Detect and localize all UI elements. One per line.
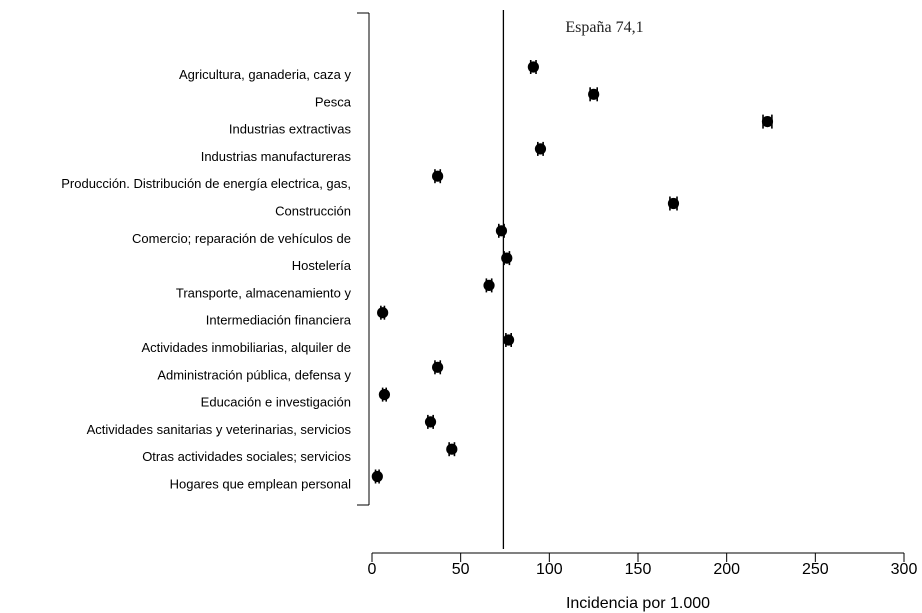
point-marker bbox=[378, 389, 391, 401]
category-label: Agricultura, ganaderia, caza y bbox=[179, 67, 351, 82]
point-marker bbox=[534, 143, 547, 155]
point-marker bbox=[667, 197, 680, 210]
point-marker bbox=[761, 116, 774, 128]
point-marker bbox=[527, 61, 539, 73]
point-marker bbox=[432, 170, 444, 182]
data-point bbox=[527, 60, 539, 74]
data-point bbox=[502, 333, 515, 347]
category-label: Construcción bbox=[275, 204, 351, 219]
x-tick-label: 250 bbox=[802, 561, 829, 578]
data-point bbox=[483, 278, 495, 293]
x-axis-title: Incidencia por 1.000 bbox=[566, 595, 710, 612]
point-marker bbox=[495, 225, 508, 237]
point-marker bbox=[424, 416, 437, 428]
category-label: Administración pública, defensa y bbox=[157, 367, 351, 382]
category-label: Industrias extractivas bbox=[229, 122, 352, 137]
x-tick-label: 0 bbox=[368, 561, 377, 578]
x-axis: 0 50 100 150 200 250 300 bbox=[368, 552, 918, 578]
category-label: Actividades sanitarias y veterinarias, s… bbox=[87, 422, 352, 437]
category-label: Producción. Distribución de energía elec… bbox=[61, 176, 351, 191]
category-label: Hostelería bbox=[292, 258, 352, 273]
data-point bbox=[377, 305, 389, 320]
data-point bbox=[588, 87, 600, 102]
point-marker bbox=[502, 334, 515, 346]
data-point bbox=[378, 387, 391, 402]
category-label: Hogares que emplean personal bbox=[170, 477, 352, 492]
data-point bbox=[446, 442, 458, 457]
category-labels: Agricultura, ganaderia, caza y Pesca Indus… bbox=[61, 67, 352, 492]
data-point bbox=[432, 360, 444, 375]
point-marker bbox=[483, 279, 495, 291]
data-point bbox=[534, 141, 547, 156]
x-tick-label: 150 bbox=[625, 561, 652, 578]
category-label: Transporte, almacenamiento y bbox=[176, 285, 352, 300]
point-marker bbox=[432, 361, 444, 373]
category-label: Industrias manufactureras bbox=[201, 149, 352, 164]
category-label: Educación e investigación bbox=[201, 395, 351, 410]
data-point bbox=[432, 169, 444, 184]
category-label: Otras actividades sociales; servicios bbox=[142, 449, 351, 464]
x-tick-label: 300 bbox=[891, 561, 918, 578]
reference-label: España 74,1 bbox=[565, 19, 643, 36]
point-marker bbox=[588, 88, 600, 100]
category-label: Intermediación financiera bbox=[206, 313, 352, 328]
x-tick-label: 50 bbox=[452, 561, 470, 578]
data-point bbox=[424, 414, 437, 429]
data-point bbox=[371, 469, 383, 484]
point-marker bbox=[446, 443, 458, 455]
x-tick-label: 100 bbox=[536, 561, 563, 578]
point-marker bbox=[377, 307, 389, 319]
category-label: Comercio; reparación de vehículos de bbox=[132, 231, 351, 246]
point-marker bbox=[371, 470, 383, 483]
y-axis bbox=[357, 12, 370, 506]
category-label: Pesca bbox=[315, 94, 352, 109]
reference-line-group: España 74,1 bbox=[502, 10, 644, 549]
x-tick-label: 200 bbox=[713, 561, 740, 578]
data-points bbox=[371, 60, 774, 484]
point-marker bbox=[501, 252, 513, 264]
data-point bbox=[495, 223, 508, 238]
data-point bbox=[761, 114, 774, 129]
data-point bbox=[667, 196, 680, 211]
data-point bbox=[501, 251, 513, 266]
category-label: Actividades inmobiliarias, alquiler de bbox=[141, 340, 351, 355]
